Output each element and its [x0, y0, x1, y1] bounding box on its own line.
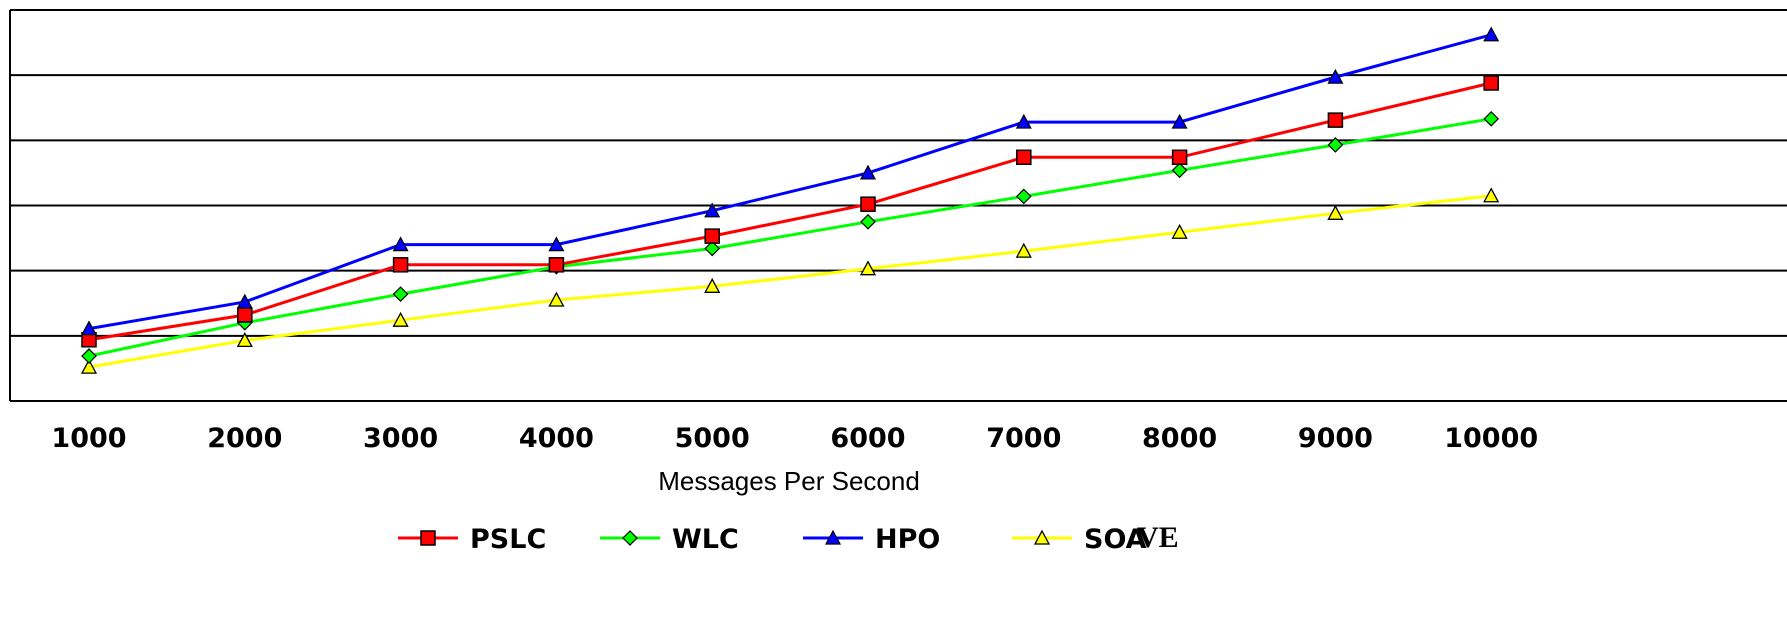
legend-marker-pslc	[420, 530, 436, 546]
gridlines	[9, 9, 1787, 402]
data-point-hpo	[392, 236, 409, 252]
data-point-soa	[859, 260, 877, 276]
x-tick-label: 10000	[1444, 423, 1538, 454]
data-point-soa	[1483, 187, 1500, 203]
legend-label-hpo: HPO	[875, 524, 940, 555]
annotation-label: VE	[1137, 521, 1179, 554]
data-point-hpo	[80, 320, 98, 336]
series-line-hpo	[88, 33, 1492, 331]
data-point-soa	[1015, 242, 1032, 258]
data-point-hpo	[236, 293, 253, 309]
x-tick-label: 4000	[519, 423, 594, 454]
x-tick-label: 1000	[51, 423, 126, 454]
data-point-pslc	[704, 228, 720, 244]
x-axis-title: Messages Per Second	[658, 466, 920, 496]
legend-item-hpo: HPO	[803, 524, 940, 555]
series-line-wlc	[88, 117, 1492, 358]
legend-item-wlc: WLC	[600, 524, 739, 555]
data-point-wlc	[1015, 188, 1032, 205]
x-tick-label: 3000	[363, 423, 438, 454]
data-point-wlc	[1483, 110, 1500, 127]
data-point-pslc	[237, 307, 253, 323]
data-point-soa	[1327, 204, 1344, 220]
data-point-hpo	[1171, 113, 1188, 129]
legend-label-pslc: PSLC	[470, 524, 546, 555]
legend-item-soa: SOA	[1012, 524, 1147, 555]
data-point-pslc	[860, 196, 876, 212]
legend-label-soa: SOA	[1084, 524, 1147, 555]
x-tick-label: 7000	[986, 423, 1061, 454]
x-tick-labels: 1000 2000 3000 4000 5000 6000 7000 8000 9000 1000…	[51, 423, 1538, 454]
data-point-pslc	[1016, 149, 1032, 166]
data-point-wlc	[392, 286, 409, 302]
data-point-wlc	[81, 348, 97, 364]
data-point-hpo	[1015, 113, 1032, 129]
data-point-wlc	[1327, 137, 1344, 153]
legend: PSLC WLC HPO SOA	[398, 524, 1147, 555]
x-tick-label: 8000	[1142, 423, 1217, 454]
series-hpo	[80, 26, 1500, 336]
data-point-wlc	[1171, 162, 1188, 179]
data-point-hpo	[704, 202, 721, 218]
data-point-soa	[704, 277, 721, 293]
data-point-hpo	[1483, 26, 1500, 42]
data-point-pslc	[1171, 149, 1188, 166]
data-point-soa	[1171, 223, 1188, 239]
legend-label-wlc: WLC	[672, 524, 739, 555]
series-line-pslc	[88, 81, 1492, 342]
series-pslc	[81, 75, 1499, 348]
x-tick-label: 2000	[207, 423, 282, 454]
data-point-pslc	[392, 257, 409, 273]
data-point-pslc	[1327, 112, 1344, 128]
data-point-soa	[236, 332, 253, 348]
data-point-soa	[80, 358, 98, 374]
data-point-pslc	[1483, 75, 1499, 91]
x-tick-label: 5000	[675, 423, 750, 454]
series-soa	[80, 187, 1500, 374]
legend-item-pslc: PSLC	[398, 524, 546, 555]
legend-marker-hpo	[824, 529, 842, 545]
data-point-soa	[548, 291, 565, 307]
data-point-wlc	[860, 213, 876, 230]
data-point-hpo	[548, 236, 565, 252]
data-point-hpo	[1327, 68, 1344, 84]
legend-marker-soa	[1033, 529, 1051, 545]
series-line-soa	[88, 194, 1492, 369]
data-point-soa	[392, 311, 409, 327]
legend-marker-wlc	[622, 530, 638, 546]
data-point-hpo	[859, 164, 877, 180]
x-tick-label: 9000	[1298, 423, 1373, 454]
series-lines	[80, 26, 1500, 374]
x-tick-label: 6000	[830, 423, 905, 454]
data-point-pslc	[548, 257, 565, 273]
data-point-wlc	[704, 240, 721, 257]
series-wlc	[81, 110, 1500, 364]
